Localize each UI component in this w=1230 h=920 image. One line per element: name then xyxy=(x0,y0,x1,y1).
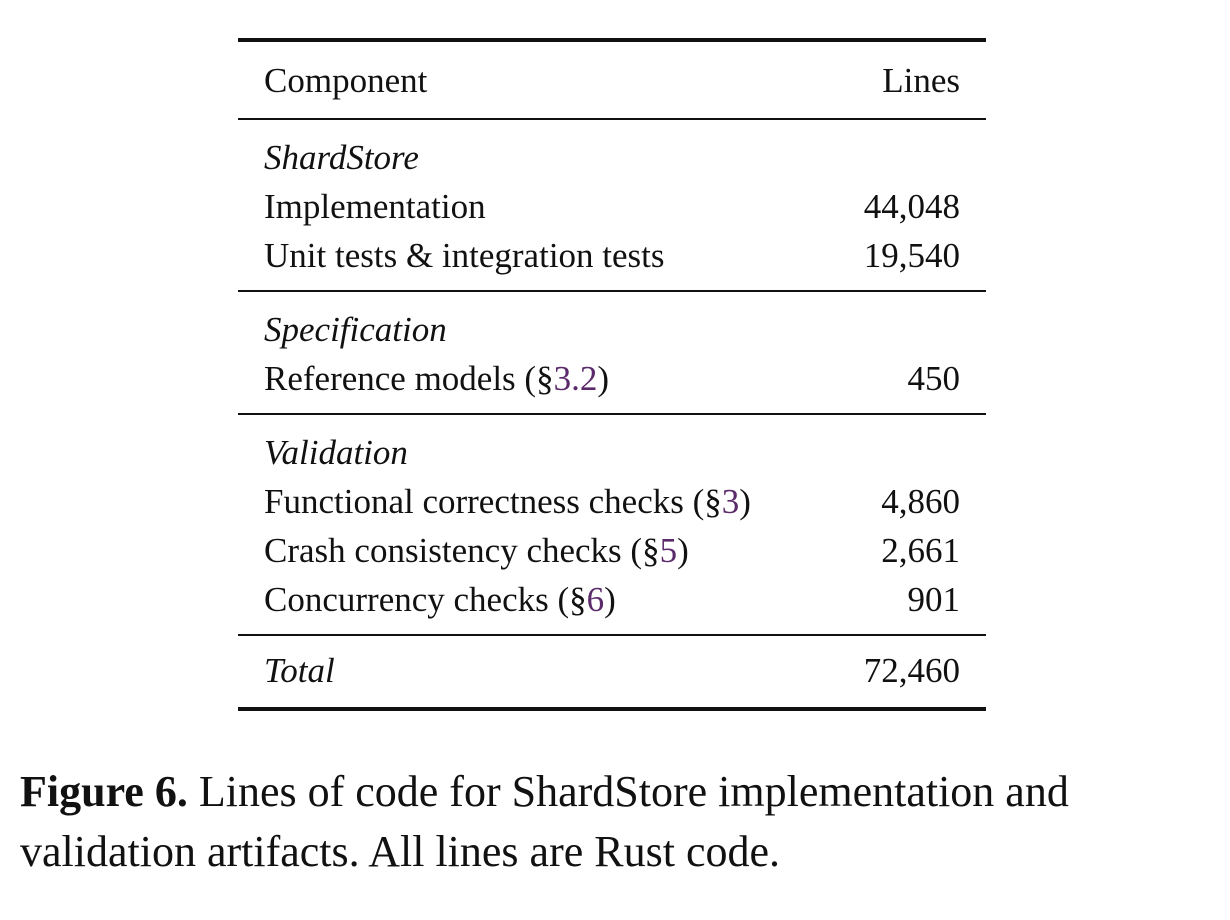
caption-text: Lines of code for ShardStore implementat… xyxy=(20,767,1069,876)
table-row: Unit tests & integration tests 19,540 xyxy=(238,231,986,280)
section-ref-link[interactable]: 6 xyxy=(586,580,605,619)
figure-caption: Figure 6. Lines of code for ShardStore i… xyxy=(20,762,1220,882)
group-title: ShardStore xyxy=(264,138,419,177)
row-lines: 44,048 xyxy=(863,187,960,226)
table-total: Total 72,460 xyxy=(238,636,986,707)
row-lines: 450 xyxy=(907,359,961,398)
loc-table: Component Lines ShardStore Implementatio… xyxy=(238,38,986,711)
table-group-validation: Validation Functional correctness checks… xyxy=(238,415,986,634)
table-header-row: Component Lines xyxy=(238,42,986,118)
table-row: Concurrency checks (§6) 901 xyxy=(238,575,986,624)
total-rule xyxy=(238,634,986,636)
total-lines: 72,460 xyxy=(863,651,960,690)
table-group-shardstore: ShardStore Implementation 44,048 Unit te… xyxy=(238,120,986,290)
group-rule xyxy=(238,290,986,292)
section-ref-link[interactable]: 3 xyxy=(721,482,740,521)
table-row: Crash consistency checks (§5) 2,661 xyxy=(238,526,986,575)
row-label: Unit tests & integration tests xyxy=(264,236,665,275)
top-rule xyxy=(238,38,986,42)
row-label: Concurrency checks (§6) xyxy=(264,580,616,619)
header-lines: Lines xyxy=(882,60,960,100)
section-ref-link[interactable]: 5 xyxy=(659,531,678,570)
group-title: Validation xyxy=(264,433,408,472)
row-lines: 19,540 xyxy=(863,236,960,275)
group-title: Specification xyxy=(264,310,447,349)
table-row: Reference models (§3.2) 450 xyxy=(238,354,986,403)
table-group-specification: Specification Reference models (§3.2) 45… xyxy=(238,292,986,413)
row-lines: 4,860 xyxy=(881,482,960,521)
header-rule xyxy=(238,118,986,120)
bottom-rule xyxy=(238,707,986,711)
row-label: Crash consistency checks (§5) xyxy=(264,531,689,570)
total-label: Total xyxy=(264,651,335,690)
section-ref-link[interactable]: 3.2 xyxy=(553,359,598,398)
row-label: Reference models (§3.2) xyxy=(264,359,609,398)
header-component: Component xyxy=(264,60,428,100)
row-label: Implementation xyxy=(264,187,486,226)
caption-label: Figure 6. xyxy=(20,767,188,816)
total-row: Total 72,460 xyxy=(238,646,986,695)
table-row: Implementation 44,048 xyxy=(238,182,986,231)
row-label: Functional correctness checks (§3) xyxy=(264,482,751,521)
row-lines: 901 xyxy=(907,580,961,619)
row-lines: 2,661 xyxy=(881,531,960,570)
group-rule xyxy=(238,413,986,415)
table-row: Functional correctness checks (§3) 4,860 xyxy=(238,477,986,526)
